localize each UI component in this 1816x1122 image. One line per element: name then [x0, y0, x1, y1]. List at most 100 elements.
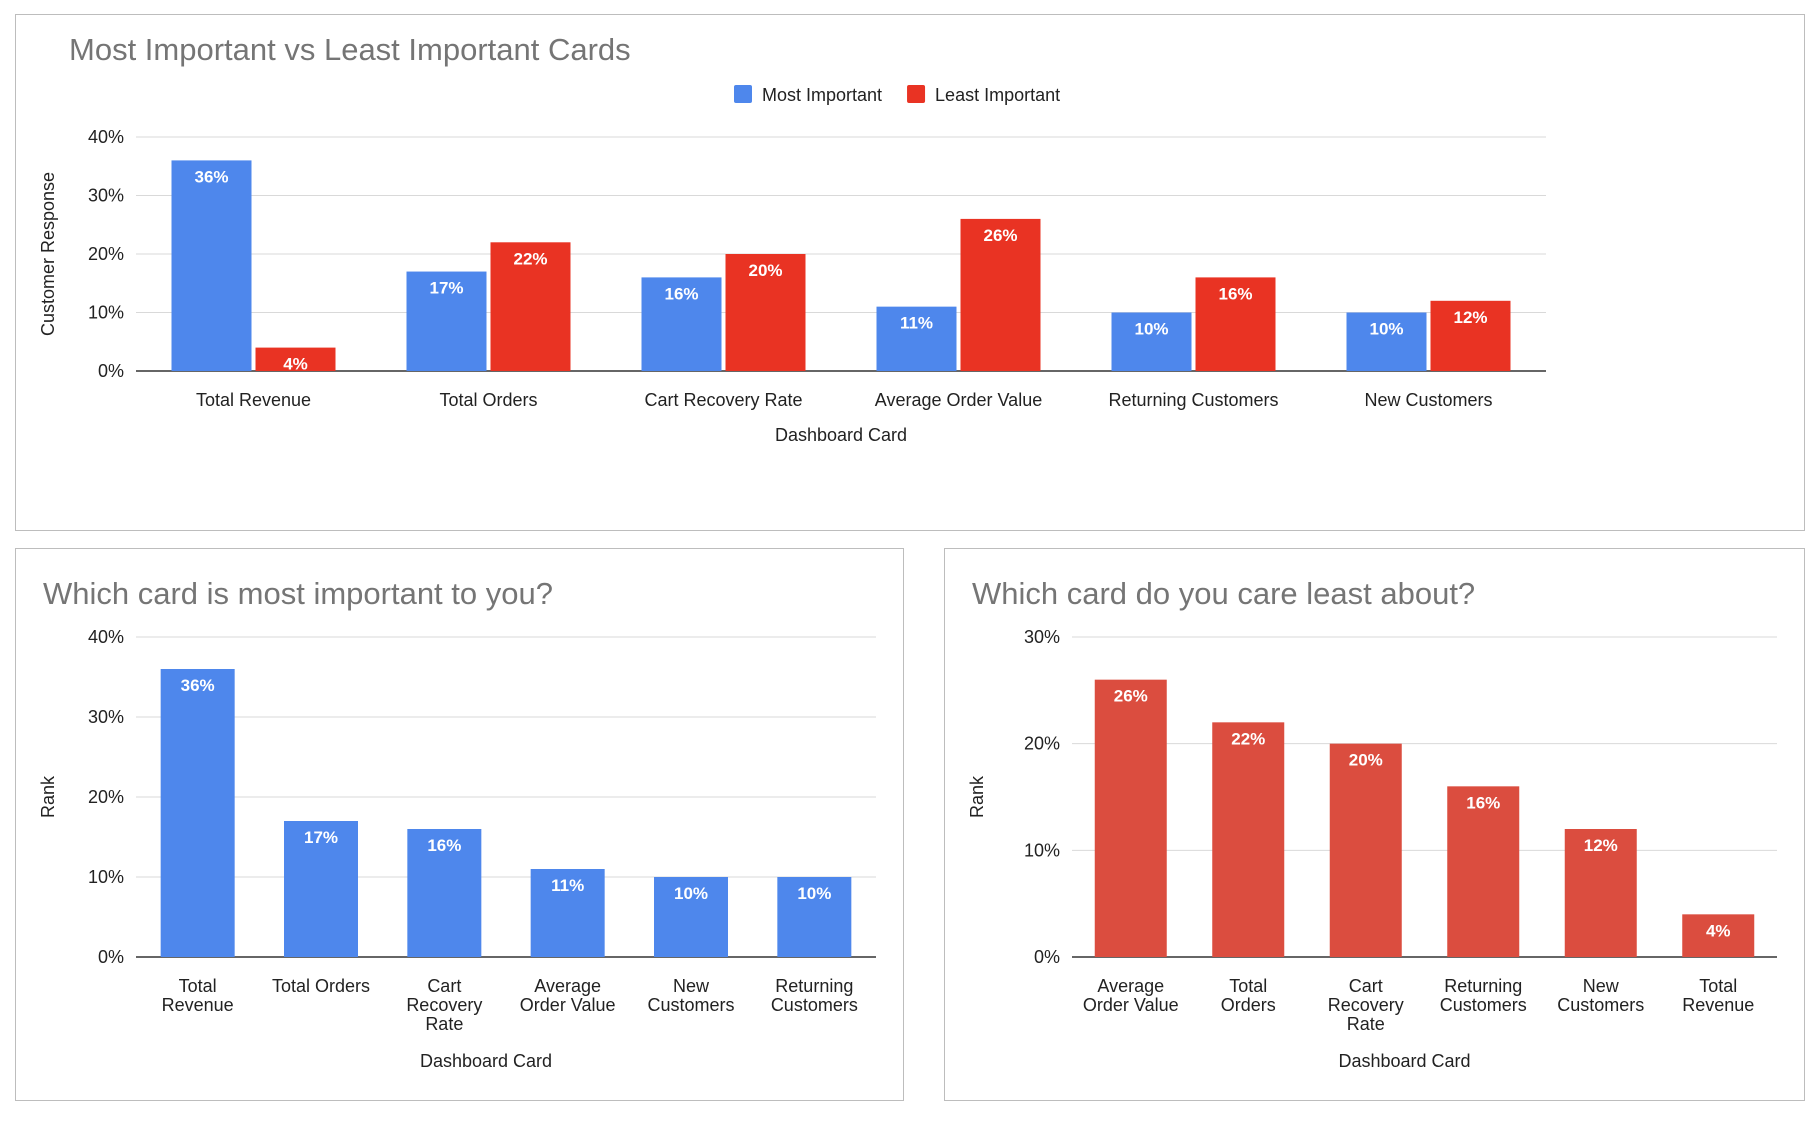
bar [1447, 786, 1520, 957]
y-tick-label: 20% [88, 787, 124, 807]
bar-data-label: 10% [797, 884, 831, 903]
bar-data-label: 11% [900, 314, 933, 333]
x-tick-label: Recovery [1328, 995, 1404, 1015]
bar-data-label: 10% [1369, 320, 1403, 339]
y-axis-title: Rank [38, 775, 58, 818]
bar [407, 829, 482, 957]
bar [1682, 914, 1755, 957]
y-tick-label: 30% [88, 186, 124, 206]
x-tick-label: Orders [1221, 995, 1276, 1015]
x-tick-label: Customers [1557, 995, 1644, 1015]
y-tick-label: 30% [1024, 627, 1060, 647]
y-axis-title: Customer Response [38, 172, 58, 336]
bar-data-label: 22% [513, 249, 547, 268]
y-tick-label: 40% [88, 627, 124, 647]
bar [960, 218, 1041, 371]
bar-data-label: 17% [304, 828, 338, 847]
bar-data-label: 26% [1114, 687, 1148, 706]
bar [530, 869, 605, 957]
y-tick-label: 10% [88, 303, 124, 323]
bar-data-label: 4% [1706, 921, 1731, 940]
x-tick-label: Total Orders [439, 390, 537, 410]
bar [284, 821, 358, 957]
x-tick-label: Revenue [162, 995, 234, 1015]
x-axis-title: Dashboard Card [1338, 1051, 1470, 1071]
legend-swatch [734, 85, 752, 103]
x-axis-title: Dashboard Card [420, 1051, 552, 1071]
bar [1111, 312, 1192, 371]
legend-swatch [907, 85, 926, 103]
bar-data-label: 26% [983, 226, 1017, 245]
bar [255, 347, 336, 371]
bar-data-label: 4% [283, 355, 308, 374]
bar [1212, 722, 1285, 957]
chart-panel-right: Which card do you care least about? 0% 10%… [944, 548, 1805, 1101]
y-tick-label: 20% [88, 244, 124, 264]
bar-data-label: 22% [1231, 729, 1265, 748]
x-tick-label: Customers [647, 995, 734, 1015]
y-tick-label: 30% [88, 707, 124, 727]
bar [171, 160, 252, 371]
chart-title: Which card is most important to you? [43, 576, 553, 611]
x-tick-label: Total [1699, 976, 1737, 996]
x-tick-label: Average [534, 976, 601, 996]
bar [1094, 679, 1167, 957]
x-tick-label: New [673, 976, 710, 996]
x-tick-label: Customers [1440, 995, 1527, 1015]
bar [160, 669, 235, 957]
bar-data-label: 36% [194, 167, 228, 186]
y-tick-label: 40% [88, 127, 124, 147]
bar [1329, 743, 1402, 957]
bar-data-label: 12% [1453, 308, 1487, 327]
x-tick-label: Cart Recovery Rate [644, 390, 802, 410]
x-tick-label: Returning Customers [1108, 390, 1278, 410]
chart-right-svg: Which card do you care least about? 0% 10%… [967, 576, 1777, 1071]
bar-data-label: 12% [1584, 836, 1618, 855]
x-tick-label: Customers [771, 995, 858, 1015]
y-tick-label: 10% [88, 867, 124, 887]
x-tick-label: Cart [427, 976, 461, 996]
chart-title: Which card do you care least about? [972, 576, 1475, 611]
x-tick-label: Total Revenue [196, 390, 311, 410]
bar [1564, 829, 1637, 957]
bar-data-label: 11% [551, 876, 584, 895]
chart-left-svg: Which card is most important to you? 0% 10… [38, 576, 876, 1071]
x-tick-label: Returning [775, 976, 853, 996]
legend-label: Most Important [762, 85, 882, 105]
bar-data-label: 16% [1218, 284, 1252, 303]
bar-data-label: 16% [664, 284, 698, 303]
bar [777, 877, 852, 957]
bar [654, 877, 728, 957]
x-tick-label: New Customers [1364, 390, 1492, 410]
bar [641, 277, 722, 371]
x-tick-label: Average Order Value [875, 390, 1042, 410]
bar-data-label: 16% [427, 836, 461, 855]
chart-title: Most Important vs Least Important Cards [69, 32, 631, 67]
x-tick-label: Order Value [1083, 995, 1179, 1015]
y-tick-label: 20% [1024, 734, 1060, 754]
bar [876, 306, 957, 371]
x-tick-label: Total [1229, 976, 1267, 996]
bar-data-label: 16% [1466, 793, 1500, 812]
x-tick-label: Returning [1444, 976, 1522, 996]
bar-data-label: 36% [181, 676, 215, 695]
bar [1430, 300, 1511, 371]
x-tick-label: New [1583, 976, 1620, 996]
legend-label: Least Important [935, 85, 1060, 105]
x-tick-label: Order Value [520, 995, 616, 1015]
y-tick-label: 0% [1034, 947, 1060, 967]
chart-panel-top: Most Important vs Least Important Cards M… [15, 14, 1805, 531]
chart-panel-left: Which card is most important to you? 0% 10… [15, 548, 904, 1101]
x-tick-label: Revenue [1682, 995, 1754, 1015]
y-tick-label: 10% [1024, 840, 1060, 860]
x-axis-title: Dashboard Card [775, 425, 907, 445]
x-tick-label: Average [1097, 976, 1164, 996]
y-tick-label: 0% [98, 947, 124, 967]
bar-data-label: 17% [429, 279, 463, 298]
x-tick-label: Recovery [406, 995, 482, 1015]
x-tick-label: Rate [1347, 1014, 1385, 1034]
bar [406, 271, 487, 371]
bar [725, 254, 806, 371]
bar-data-label: 20% [1349, 751, 1383, 770]
bar-data-label: 10% [1134, 320, 1168, 339]
